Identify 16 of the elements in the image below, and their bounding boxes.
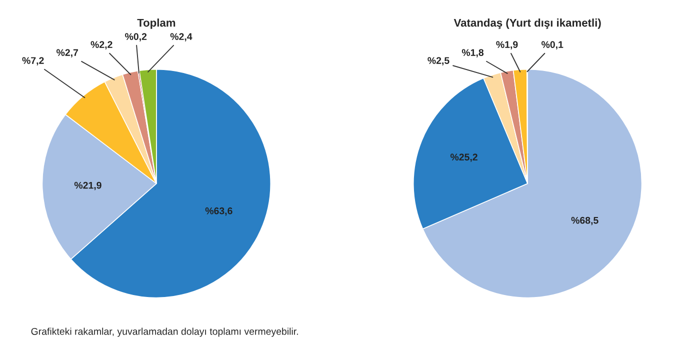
data-label: %2,4 (170, 33, 192, 42)
chart-title: Toplam (137, 18, 176, 29)
data-label: %2,2 (90, 41, 112, 50)
data-label: %2,5 (428, 57, 450, 66)
data-label: %1,9 (496, 41, 518, 50)
data-label: %1,8 (462, 49, 484, 58)
data-label: %2,7 (56, 49, 78, 58)
data-label: %68,5 (571, 216, 598, 226)
chart-title: Vatandaş (Yurt dışı ikametli) (454, 18, 601, 29)
data-label: %25,2 (450, 154, 478, 162)
data-label: %0,2 (125, 33, 147, 42)
data-label: %0,1 (542, 41, 564, 50)
data-label: %63,6 (205, 207, 232, 216)
text: Grafikteki rakamlar, yuvarlamadan dolayı toplamı vermeyebilir. (31, 328, 298, 337)
data-label: %21,9 (74, 182, 102, 190)
data-label: %7,2 (22, 57, 44, 66)
